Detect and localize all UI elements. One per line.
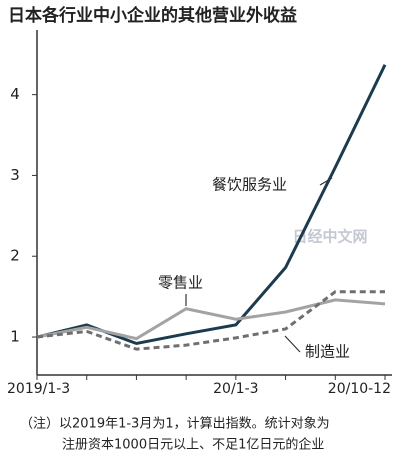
y-tick-label: 1 [10, 328, 20, 346]
series-line [36, 290, 385, 351]
series-label: 餐饮服务业 [212, 176, 287, 194]
leader-line [284, 335, 301, 353]
x-tick-label: 20/1-3 [213, 381, 258, 397]
leader-line [319, 177, 333, 186]
y-tick-label: 4 [10, 85, 20, 103]
note: （注）以2019年1-3月为1，计算出指数。统计对象为 [20, 417, 330, 432]
note: 注册资本1000日元以上、不足1亿日元的企业 [62, 437, 324, 453]
watermark: 日经中文网 [292, 228, 367, 246]
series-label: 零售业 [158, 274, 203, 292]
chart-title: 日本各行业中小企业的其他营业外收益 [8, 5, 297, 26]
x-tick-label: 2019/1-3 [7, 381, 70, 397]
y-tick-label: 2 [10, 247, 20, 265]
series-line [36, 298, 386, 341]
series-label: 制造业 [305, 343, 350, 361]
x-tick-label: 20/10-12 [328, 381, 391, 397]
y-tick-label: 3 [10, 166, 20, 184]
